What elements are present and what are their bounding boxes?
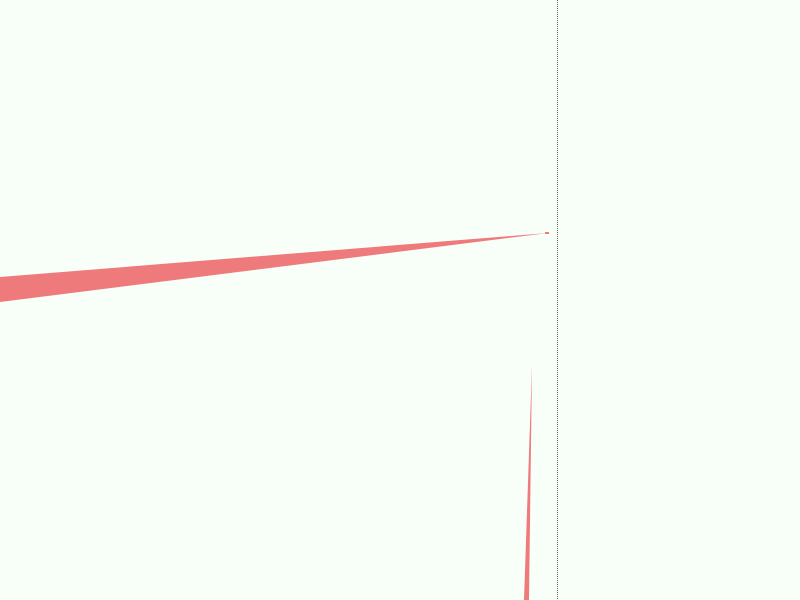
vertical-red-wedge xyxy=(524,365,532,600)
horizontal-red-wedge xyxy=(0,233,548,302)
wedge-tip-mark xyxy=(545,232,549,234)
